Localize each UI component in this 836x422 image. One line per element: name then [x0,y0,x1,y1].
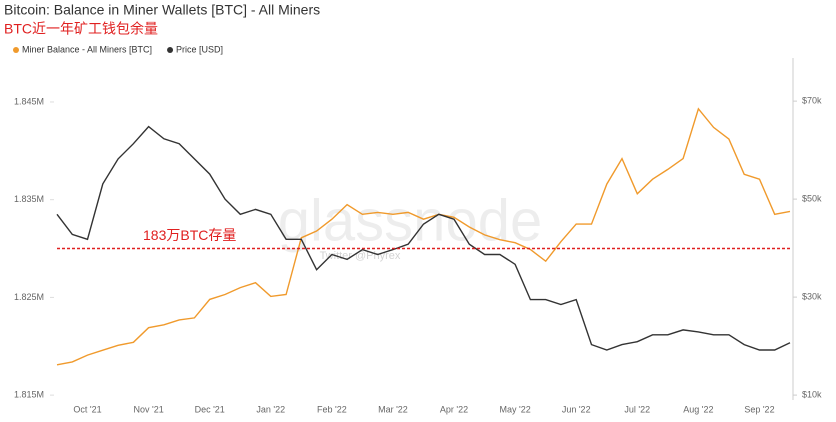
series-line [56,107,791,366]
x-tick-label: Aug '22 [683,404,713,414]
x-tick-label: Jun '22 [562,404,591,414]
x-tick-label: Jul '22 [624,404,650,414]
y-tick-label: 1.815M [14,389,44,399]
x-tick-label: Nov '21 [134,404,164,414]
y-tick-label: 1.835M [14,194,44,204]
x-tick-label: Dec '21 [195,404,225,414]
series-line [56,125,791,351]
annotation-label: 183万BTC存量 [143,227,236,243]
x-tick-label: Feb '22 [317,404,347,414]
legend-label: Price [USD] [176,44,223,54]
x-tick-label: Mar '22 [378,404,408,414]
legend-label: Miner Balance - All Miners [BTC] [22,44,152,54]
chart-subtitle: BTC近一年矿工钱包余量 [4,21,158,37]
x-tick-label: Jan '22 [256,404,285,414]
x-tick-label: Apr '22 [440,404,468,414]
watermark: glassnode [278,188,542,253]
y2-tick-label: $30k [802,291,822,301]
y2-tick-label: $50k [802,193,822,203]
x-tick-label: May '22 [500,404,531,414]
y2-tick-label: $70k [802,95,822,105]
legend-marker [13,47,19,53]
y2-tick-label: $10k [802,389,822,399]
y-tick-label: 1.825M [14,292,44,302]
legend-marker [167,47,174,53]
chart-title: Bitcoin: Balance in Miner Wallets [BTC] … [4,2,320,18]
y-tick-label: 1.845M [14,96,44,106]
x-tick-label: Oct '21 [73,404,101,414]
x-tick-label: Sep '22 [744,404,774,414]
